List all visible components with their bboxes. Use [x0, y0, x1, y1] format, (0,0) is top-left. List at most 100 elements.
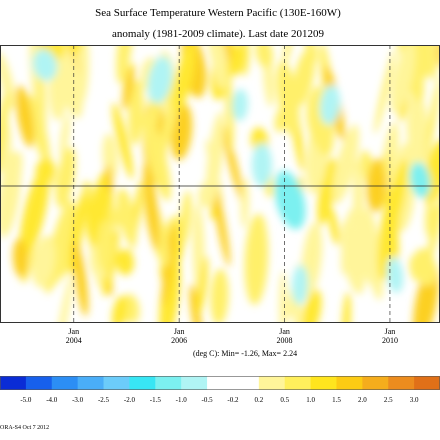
anomaly-blob: [15, 85, 35, 148]
colorbar-label: 1.5: [332, 396, 341, 404]
anomaly-blob: [112, 102, 134, 180]
anomaly-blob: [244, 213, 269, 306]
colorbar-label: -3.0: [72, 396, 84, 404]
anomaly-blob: [68, 191, 87, 274]
colorbar-label: -1.5: [149, 396, 161, 404]
colorbar-label: -1.0: [175, 396, 187, 404]
anomaly-blob: [116, 249, 135, 276]
anomaly-blob: [210, 268, 229, 323]
colorbar-label: 0.2: [254, 396, 264, 404]
anomaly-blob: [170, 103, 193, 161]
colorbar-swatch: [155, 376, 182, 390]
colorbar-swatch: [25, 376, 53, 390]
colorbar-swatch: [77, 376, 105, 390]
colorbar-swatch: [362, 376, 389, 390]
colorbar-swatch: [129, 376, 156, 390]
grid-lines: [73, 45, 391, 323]
anomaly-blob: [283, 45, 293, 65]
anomaly-blob: [382, 150, 391, 179]
anomaly-blob: [328, 207, 340, 246]
colorbar-swatch: [207, 376, 234, 390]
anomaly-blob: [413, 248, 437, 286]
colorbar-swatch: [336, 376, 363, 390]
anomaly-blob: [128, 79, 144, 146]
anomaly-blob: [205, 111, 225, 207]
anomaly-blob: [57, 46, 84, 119]
anomaly-blob: [161, 223, 176, 307]
anomaly-blob: [211, 175, 231, 267]
anomaly-blob: [377, 187, 401, 281]
colorbar-label: 2.0: [357, 396, 367, 404]
anomaly-blob: [231, 89, 249, 121]
colorbar-swatch: [388, 376, 415, 390]
anomaly-blob: [386, 257, 404, 293]
anomaly-blob: [19, 165, 50, 260]
colorbar: [0, 376, 440, 390]
anomaly-blob: [425, 198, 436, 238]
colorbar-label: -0.5: [201, 396, 213, 404]
colorbar-label: -0.2: [227, 396, 239, 404]
x-tick-label-2006: Jan 2006: [171, 327, 188, 345]
anomaly-blob: [147, 56, 173, 104]
anomaly-blob: [85, 195, 94, 240]
anomaly-blob: [291, 265, 309, 305]
anomaly-blob: [426, 191, 440, 265]
anomaly-blob: [55, 147, 76, 208]
colorbar-swatch: [414, 376, 440, 390]
colorbar-label: 3.0: [409, 396, 419, 404]
colorbar-label: 1.0: [306, 396, 315, 404]
colorbar-swatch: [51, 376, 79, 390]
anomaly-blob: [96, 219, 115, 272]
anomaly-blob: [292, 48, 316, 107]
anomaly-blob: [383, 121, 398, 160]
anomaly-blob: [409, 162, 431, 198]
colorbar-label: 0.5: [280, 396, 290, 404]
anomaly-blob: [32, 49, 58, 81]
range-caption: (deg C): Min= -1.26, Max= 2.24: [192, 349, 298, 358]
anomaly-blob: [406, 92, 429, 166]
colorbar-swatch: [284, 376, 312, 390]
anomaly-blob: [332, 124, 360, 204]
anomaly-blob: [317, 157, 337, 226]
anomaly-blob: [55, 273, 73, 323]
x-tick-label-2008: Jan 2008: [276, 327, 293, 345]
colorbar-swatch: [0, 376, 27, 390]
x-tick-label-2010: Jan 2010: [381, 327, 398, 345]
anomaly-blob: [117, 188, 138, 247]
anomaly-blob: [425, 77, 440, 160]
anomaly-blob: [143, 162, 160, 251]
chart-title: Sea Surface Temperature Western Pacific …: [95, 7, 341, 19]
anomaly-blob: [274, 170, 306, 230]
anomaly-blob: [342, 291, 351, 323]
colorbar-label: -2.5: [97, 396, 110, 404]
anomaly-blob: [366, 158, 388, 213]
anomaly-blob: [240, 177, 249, 229]
anomaly-blob: [27, 94, 51, 166]
anomaly-blob: [122, 66, 135, 110]
anomaly-blob: [302, 289, 322, 323]
anomaly-blob: [159, 252, 181, 323]
anomaly-blob: [12, 238, 28, 278]
anomaly-blob: [279, 270, 287, 323]
anomaly-blob: [390, 45, 416, 114]
anomaly-blob: [197, 256, 209, 316]
colorbar-swatch: [232, 376, 260, 390]
anomaly-blob: [142, 113, 172, 201]
anomaly-blob: [111, 295, 128, 323]
anomaly-blob: [189, 284, 202, 323]
anomaly-blob: [356, 219, 379, 287]
colorbar-swatch: [103, 376, 130, 390]
anomaly-field: [0, 45, 440, 323]
hovmoller-plot: [0, 45, 440, 323]
anomaly-blob: [179, 190, 192, 246]
anomaly-blob: [319, 85, 341, 125]
colorbar-swatch: [258, 376, 286, 390]
anomaly-blob: [0, 51, 16, 111]
anomaly-blob: [374, 48, 396, 135]
anomaly-blob: [31, 235, 56, 288]
x-tick-label-2004: Jan 2004: [65, 327, 82, 345]
colorbar-label: 2.5: [383, 396, 393, 404]
colorbar-swatch: [181, 376, 208, 390]
anomaly-blob: [105, 164, 114, 195]
chart-subtitle: anomaly (1981-2009 climate). Last date 2…: [112, 28, 324, 40]
